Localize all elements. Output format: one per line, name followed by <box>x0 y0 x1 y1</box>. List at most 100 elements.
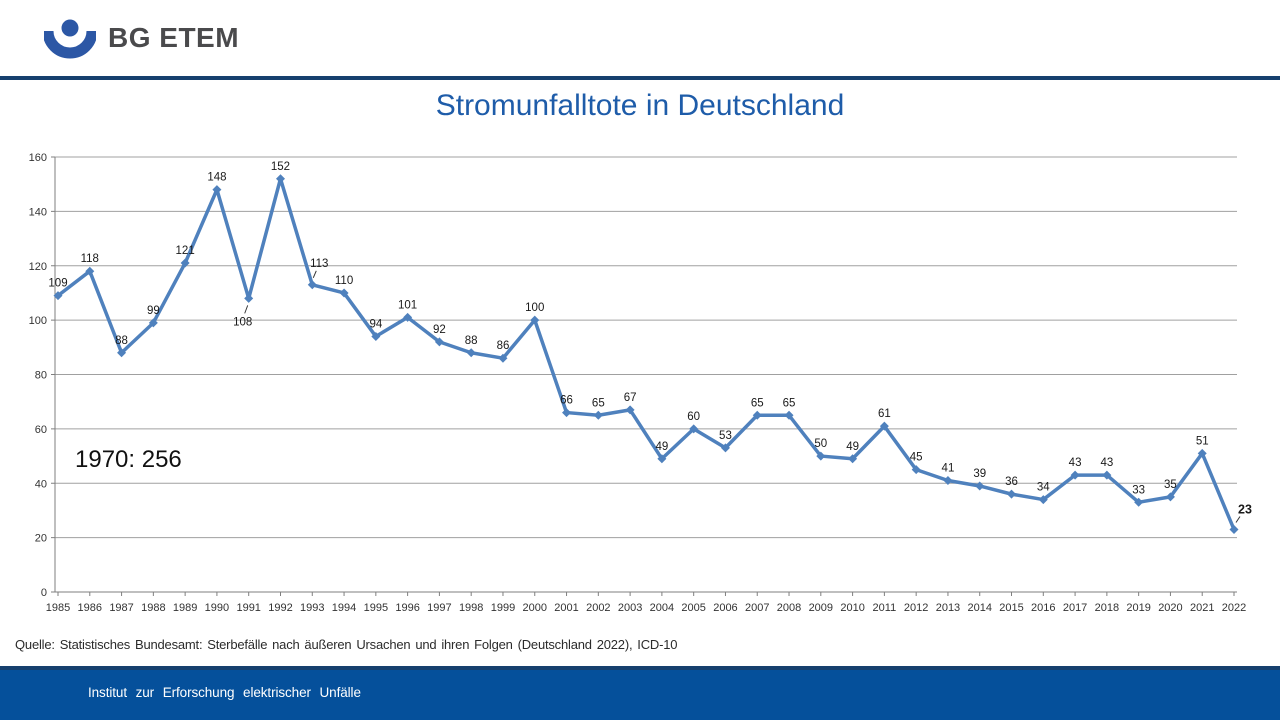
svg-text:80: 80 <box>35 370 47 382</box>
svg-text:20: 20 <box>35 533 47 545</box>
svg-text:100: 100 <box>525 302 544 314</box>
svg-text:33: 33 <box>1132 484 1145 496</box>
svg-text:2007: 2007 <box>745 602 769 614</box>
svg-text:49: 49 <box>846 441 859 453</box>
svg-text:86: 86 <box>497 340 510 352</box>
page-title: Stromunfalltote in Deutschland <box>435 89 845 122</box>
svg-text:101: 101 <box>398 299 417 311</box>
svg-text:1986: 1986 <box>78 602 102 614</box>
svg-text:45: 45 <box>910 452 923 464</box>
svg-text:34: 34 <box>1037 482 1050 494</box>
svg-text:43: 43 <box>1100 457 1113 469</box>
svg-text:118: 118 <box>81 253 99 265</box>
svg-text:1990: 1990 <box>205 602 229 614</box>
svg-text:2002: 2002 <box>586 602 610 614</box>
svg-text:49: 49 <box>655 441 668 453</box>
svg-text:0: 0 <box>41 587 47 599</box>
svg-text:92: 92 <box>433 324 446 336</box>
svg-text:2017: 2017 <box>1063 602 1087 614</box>
svg-text:39: 39 <box>973 468 986 480</box>
x-axis-labels: 1985 1986 1987 1988 1989 1990 1991 1992 1993 1994… <box>46 602 1246 614</box>
gridlines <box>51 156 1237 596</box>
svg-text:41: 41 <box>942 463 955 475</box>
svg-text:23: 23 <box>1238 502 1252 516</box>
svg-text:2018: 2018 <box>1095 602 1119 614</box>
svg-text:67: 67 <box>624 392 637 404</box>
svg-text:2010: 2010 <box>840 602 864 614</box>
svg-text:1991: 1991 <box>236 602 260 614</box>
svg-text:88: 88 <box>115 335 128 347</box>
y-axis-labels: 0 20 40 60 80 100 120 140 160 <box>29 152 47 599</box>
svg-text:1988: 1988 <box>141 602 165 614</box>
header: BG ETEM <box>0 0 1280 80</box>
svg-text:148: 148 <box>207 172 226 184</box>
logo-text: BG ETEM <box>108 22 240 53</box>
series-line <box>56 177 1236 531</box>
svg-text:53: 53 <box>719 430 732 442</box>
svg-text:1985: 1985 <box>46 602 70 614</box>
svg-text:2006: 2006 <box>713 602 737 614</box>
svg-text:110: 110 <box>335 275 353 287</box>
svg-text:1989: 1989 <box>173 602 197 614</box>
svg-text:35: 35 <box>1164 479 1177 491</box>
svg-text:1994: 1994 <box>332 602 356 614</box>
svg-text:2020: 2020 <box>1158 602 1182 614</box>
svg-text:65: 65 <box>751 397 764 409</box>
data-labels: 109 118 88 99 121 148 108 152 113 110 94 101 92 88 86 1… <box>48 161 1252 523</box>
svg-text:65: 65 <box>592 397 605 409</box>
svg-text:108: 108 <box>233 316 252 328</box>
svg-text:2001: 2001 <box>554 602 578 614</box>
svg-text:40: 40 <box>35 478 47 490</box>
svg-text:1987: 1987 <box>109 602 133 614</box>
svg-text:2022: 2022 <box>1222 602 1246 614</box>
svg-text:88: 88 <box>465 335 478 347</box>
svg-text:109: 109 <box>48 278 67 290</box>
svg-text:1993: 1993 <box>300 602 324 614</box>
svg-text:160: 160 <box>29 152 47 164</box>
svg-text:1992: 1992 <box>268 602 292 614</box>
svg-text:2004: 2004 <box>650 602 674 614</box>
svg-text:100: 100 <box>29 315 47 327</box>
svg-text:61: 61 <box>878 408 891 420</box>
svg-text:2008: 2008 <box>777 602 801 614</box>
series-markers <box>53 174 1239 534</box>
svg-text:1999: 1999 <box>491 602 515 614</box>
svg-text:1995: 1995 <box>364 602 388 614</box>
svg-text:2011: 2011 <box>873 602 897 614</box>
svg-text:152: 152 <box>271 161 290 173</box>
svg-text:60: 60 <box>687 411 700 423</box>
svg-text:2014: 2014 <box>967 602 991 614</box>
svg-text:121: 121 <box>176 245 195 257</box>
svg-text:2015: 2015 <box>999 602 1023 614</box>
svg-text:36: 36 <box>1005 476 1018 488</box>
svg-text:2005: 2005 <box>681 602 705 614</box>
svg-text:2016: 2016 <box>1031 602 1055 614</box>
svg-text:43: 43 <box>1069 457 1082 469</box>
footer-bar: Institut zur Erforschung elektrischer Un… <box>0 666 1280 720</box>
source-note: Quelle: Statistisches Bundesamt: Sterbef… <box>15 637 678 652</box>
chart-annotation-1970: 1970: 256 <box>75 446 182 473</box>
svg-text:60: 60 <box>35 424 47 436</box>
svg-text:94: 94 <box>369 318 382 330</box>
svg-text:99: 99 <box>147 305 160 317</box>
svg-text:120: 120 <box>29 261 47 273</box>
svg-text:113: 113 <box>310 258 328 270</box>
svg-text:2009: 2009 <box>809 602 833 614</box>
svg-text:66: 66 <box>560 395 573 407</box>
svg-text:140: 140 <box>29 206 47 218</box>
svg-text:65: 65 <box>783 397 796 409</box>
footer-text: Institut zur Erforschung elektrischer Un… <box>88 685 361 700</box>
svg-text:2021: 2021 <box>1190 602 1214 614</box>
bg-etem-logo-icon <box>44 19 96 59</box>
svg-text:2000: 2000 <box>523 602 547 614</box>
svg-text:51: 51 <box>1196 435 1209 447</box>
svg-text:1998: 1998 <box>459 602 483 614</box>
svg-text:2013: 2013 <box>936 602 960 614</box>
svg-text:1996: 1996 <box>395 602 419 614</box>
svg-text:2019: 2019 <box>1126 602 1150 614</box>
svg-text:50: 50 <box>814 438 827 450</box>
svg-text:2012: 2012 <box>904 602 928 614</box>
svg-text:2003: 2003 <box>618 602 642 614</box>
